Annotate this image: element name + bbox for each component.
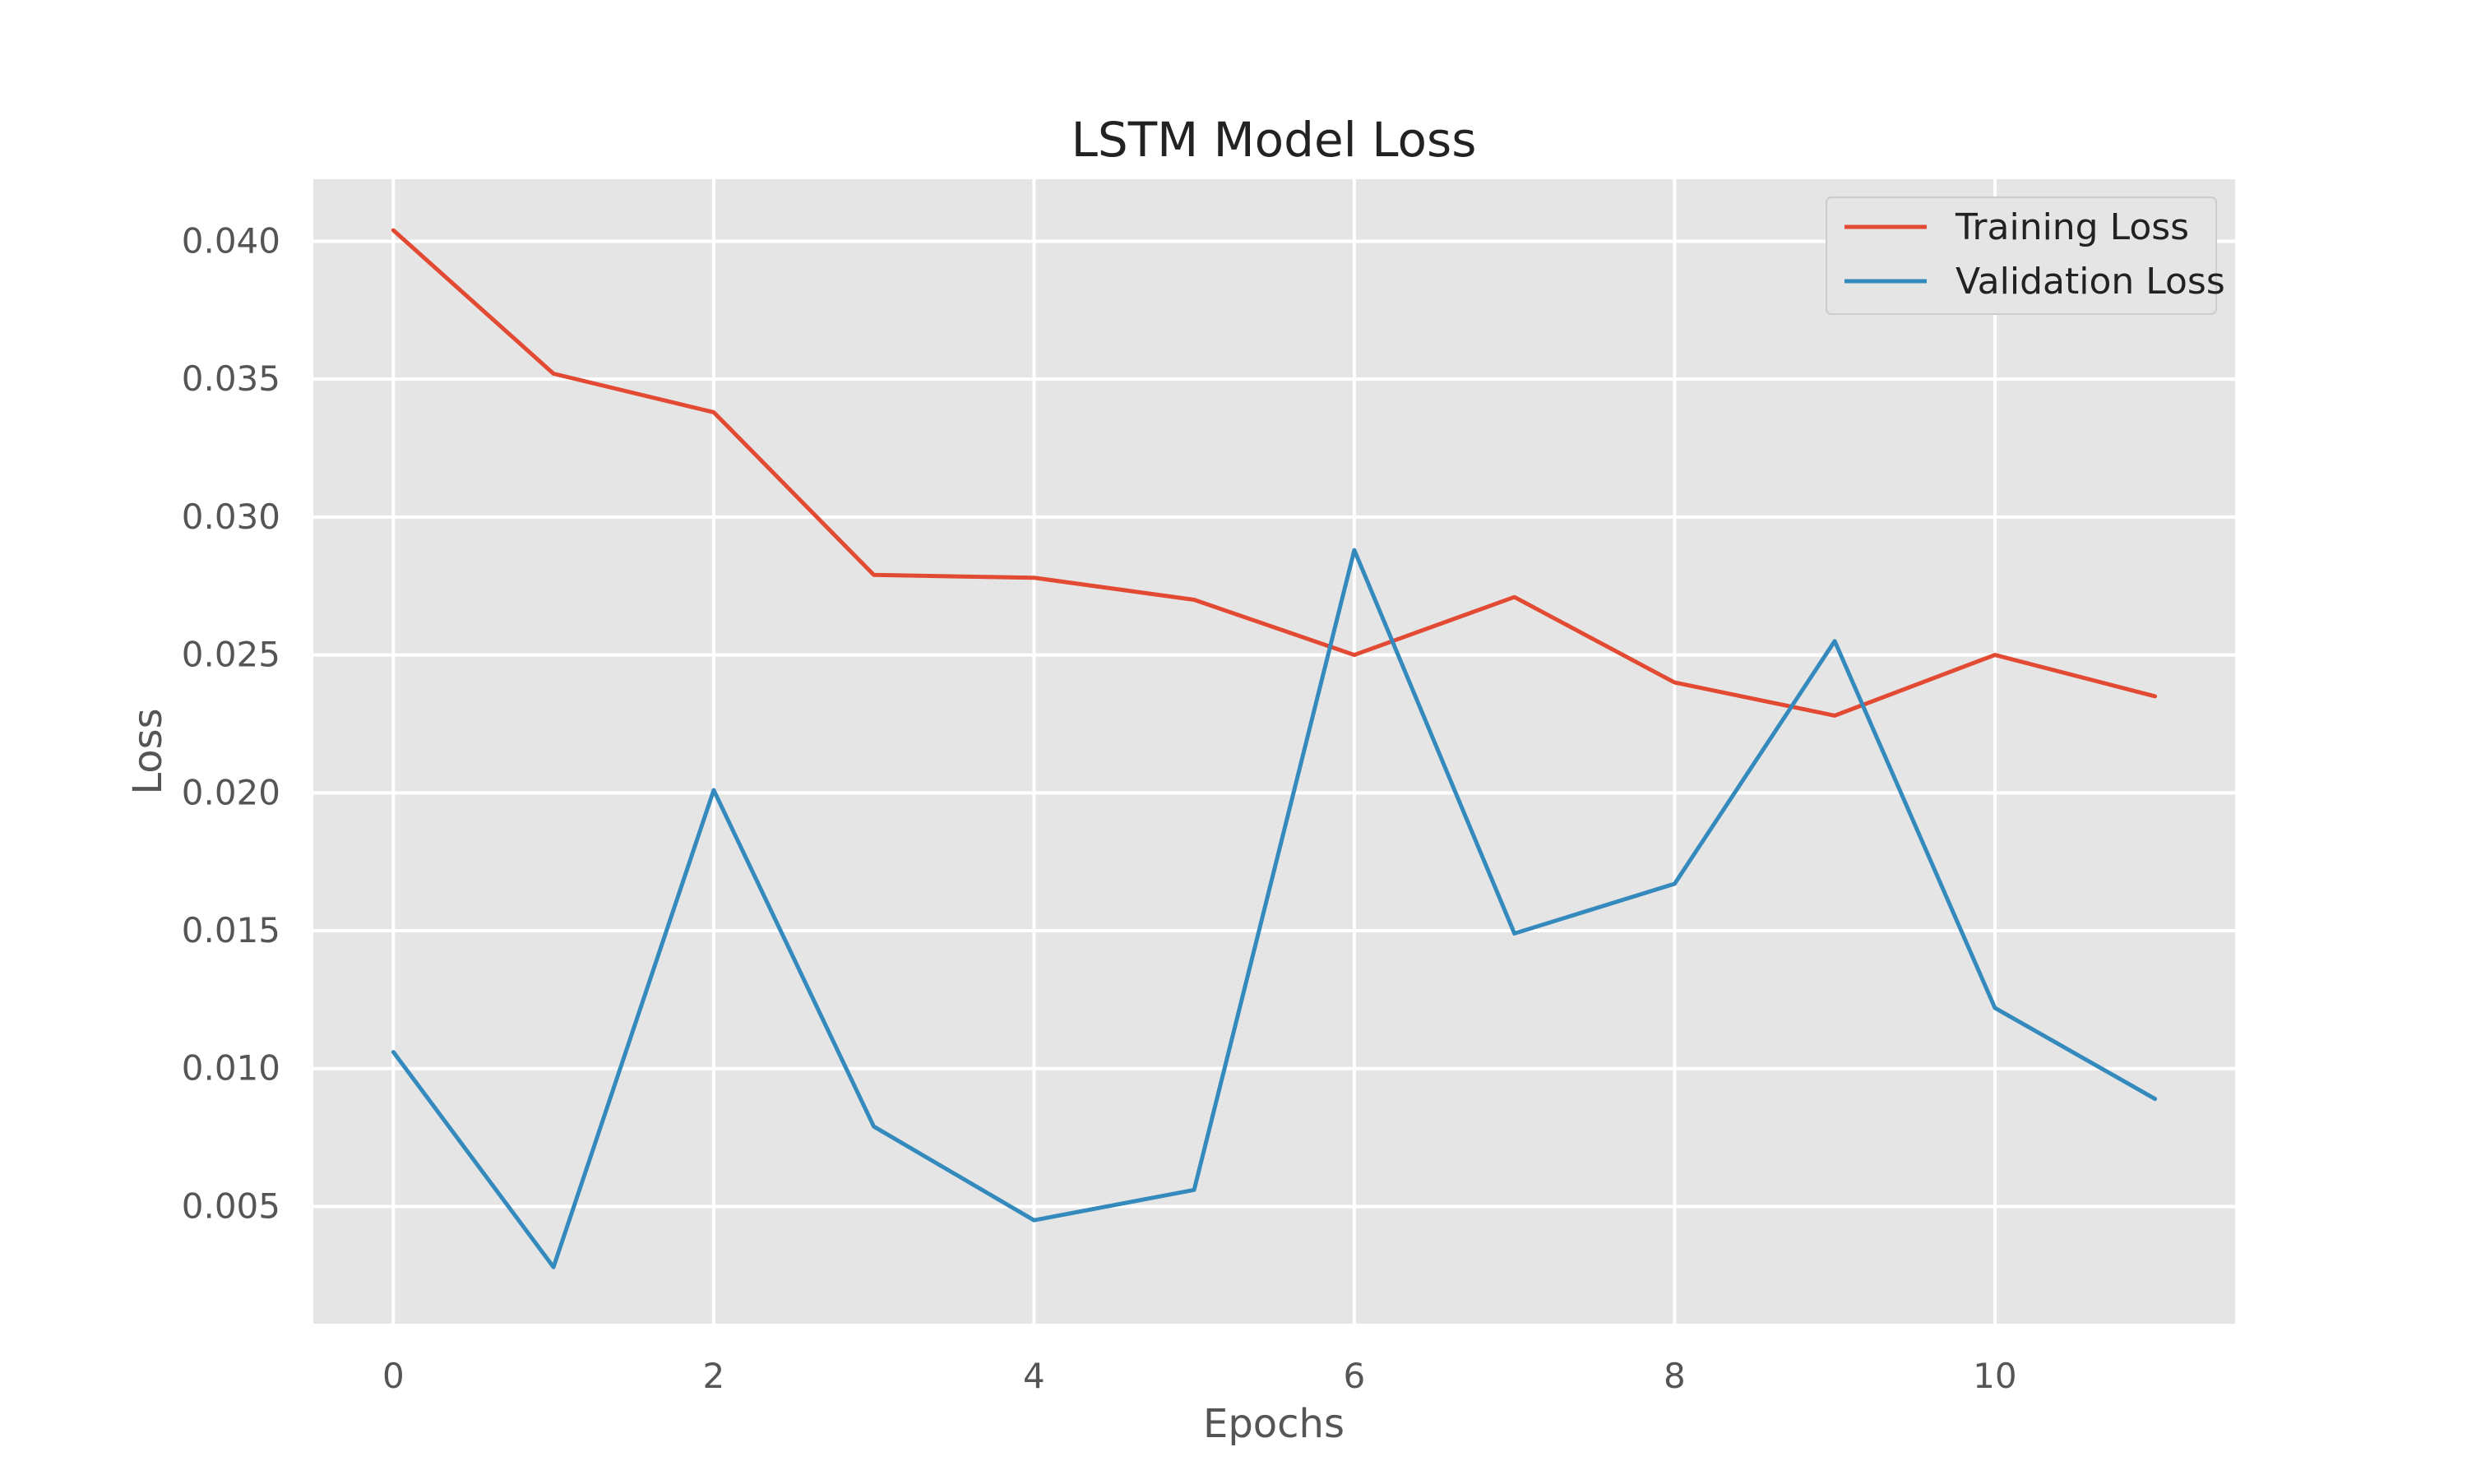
y-tick-label: 0.025 (182, 635, 280, 675)
validation-loss-line (391, 548, 2158, 1269)
series-lines (391, 228, 2158, 1269)
legend-label-training-loss: Training Loss (1955, 206, 2189, 248)
legend: Training Loss Validation Loss (1826, 196, 2225, 315)
plot-background (313, 179, 2235, 1324)
grid (313, 179, 2235, 1324)
y-tick-label: 0.015 (182, 910, 280, 950)
y-tick-label: 0.020 (182, 772, 280, 812)
y-tick-label: 0.030 (182, 497, 280, 537)
x-axis-label: Epochs (1203, 1401, 1345, 1447)
y-axis-ticks: 0.005 0.010 0.015 0.020 0.025 0.030 0.035 0.040 (182, 220, 280, 1226)
y-tick-label: 0.005 (182, 1186, 280, 1226)
x-tick-label: 2 (703, 1356, 725, 1396)
y-tick-label: 0.040 (182, 220, 280, 261)
chart-title: LSTM Model Loss (1072, 112, 1477, 168)
y-axis-label: Loss (125, 708, 171, 794)
y-tick-label: 0.035 (182, 358, 280, 399)
x-tick-label: 6 (1344, 1356, 1366, 1396)
x-axis-ticks: 0 2 4 6 8 10 (382, 1356, 2017, 1396)
x-tick-label: 10 (1973, 1356, 2016, 1396)
x-tick-label: 4 (1023, 1356, 1045, 1396)
y-tick-label: 0.010 (182, 1048, 280, 1089)
legend-label-validation-loss: Validation Loss (1956, 261, 2225, 303)
x-tick-label: 8 (1664, 1356, 1686, 1396)
x-tick-label: 0 (382, 1356, 405, 1396)
